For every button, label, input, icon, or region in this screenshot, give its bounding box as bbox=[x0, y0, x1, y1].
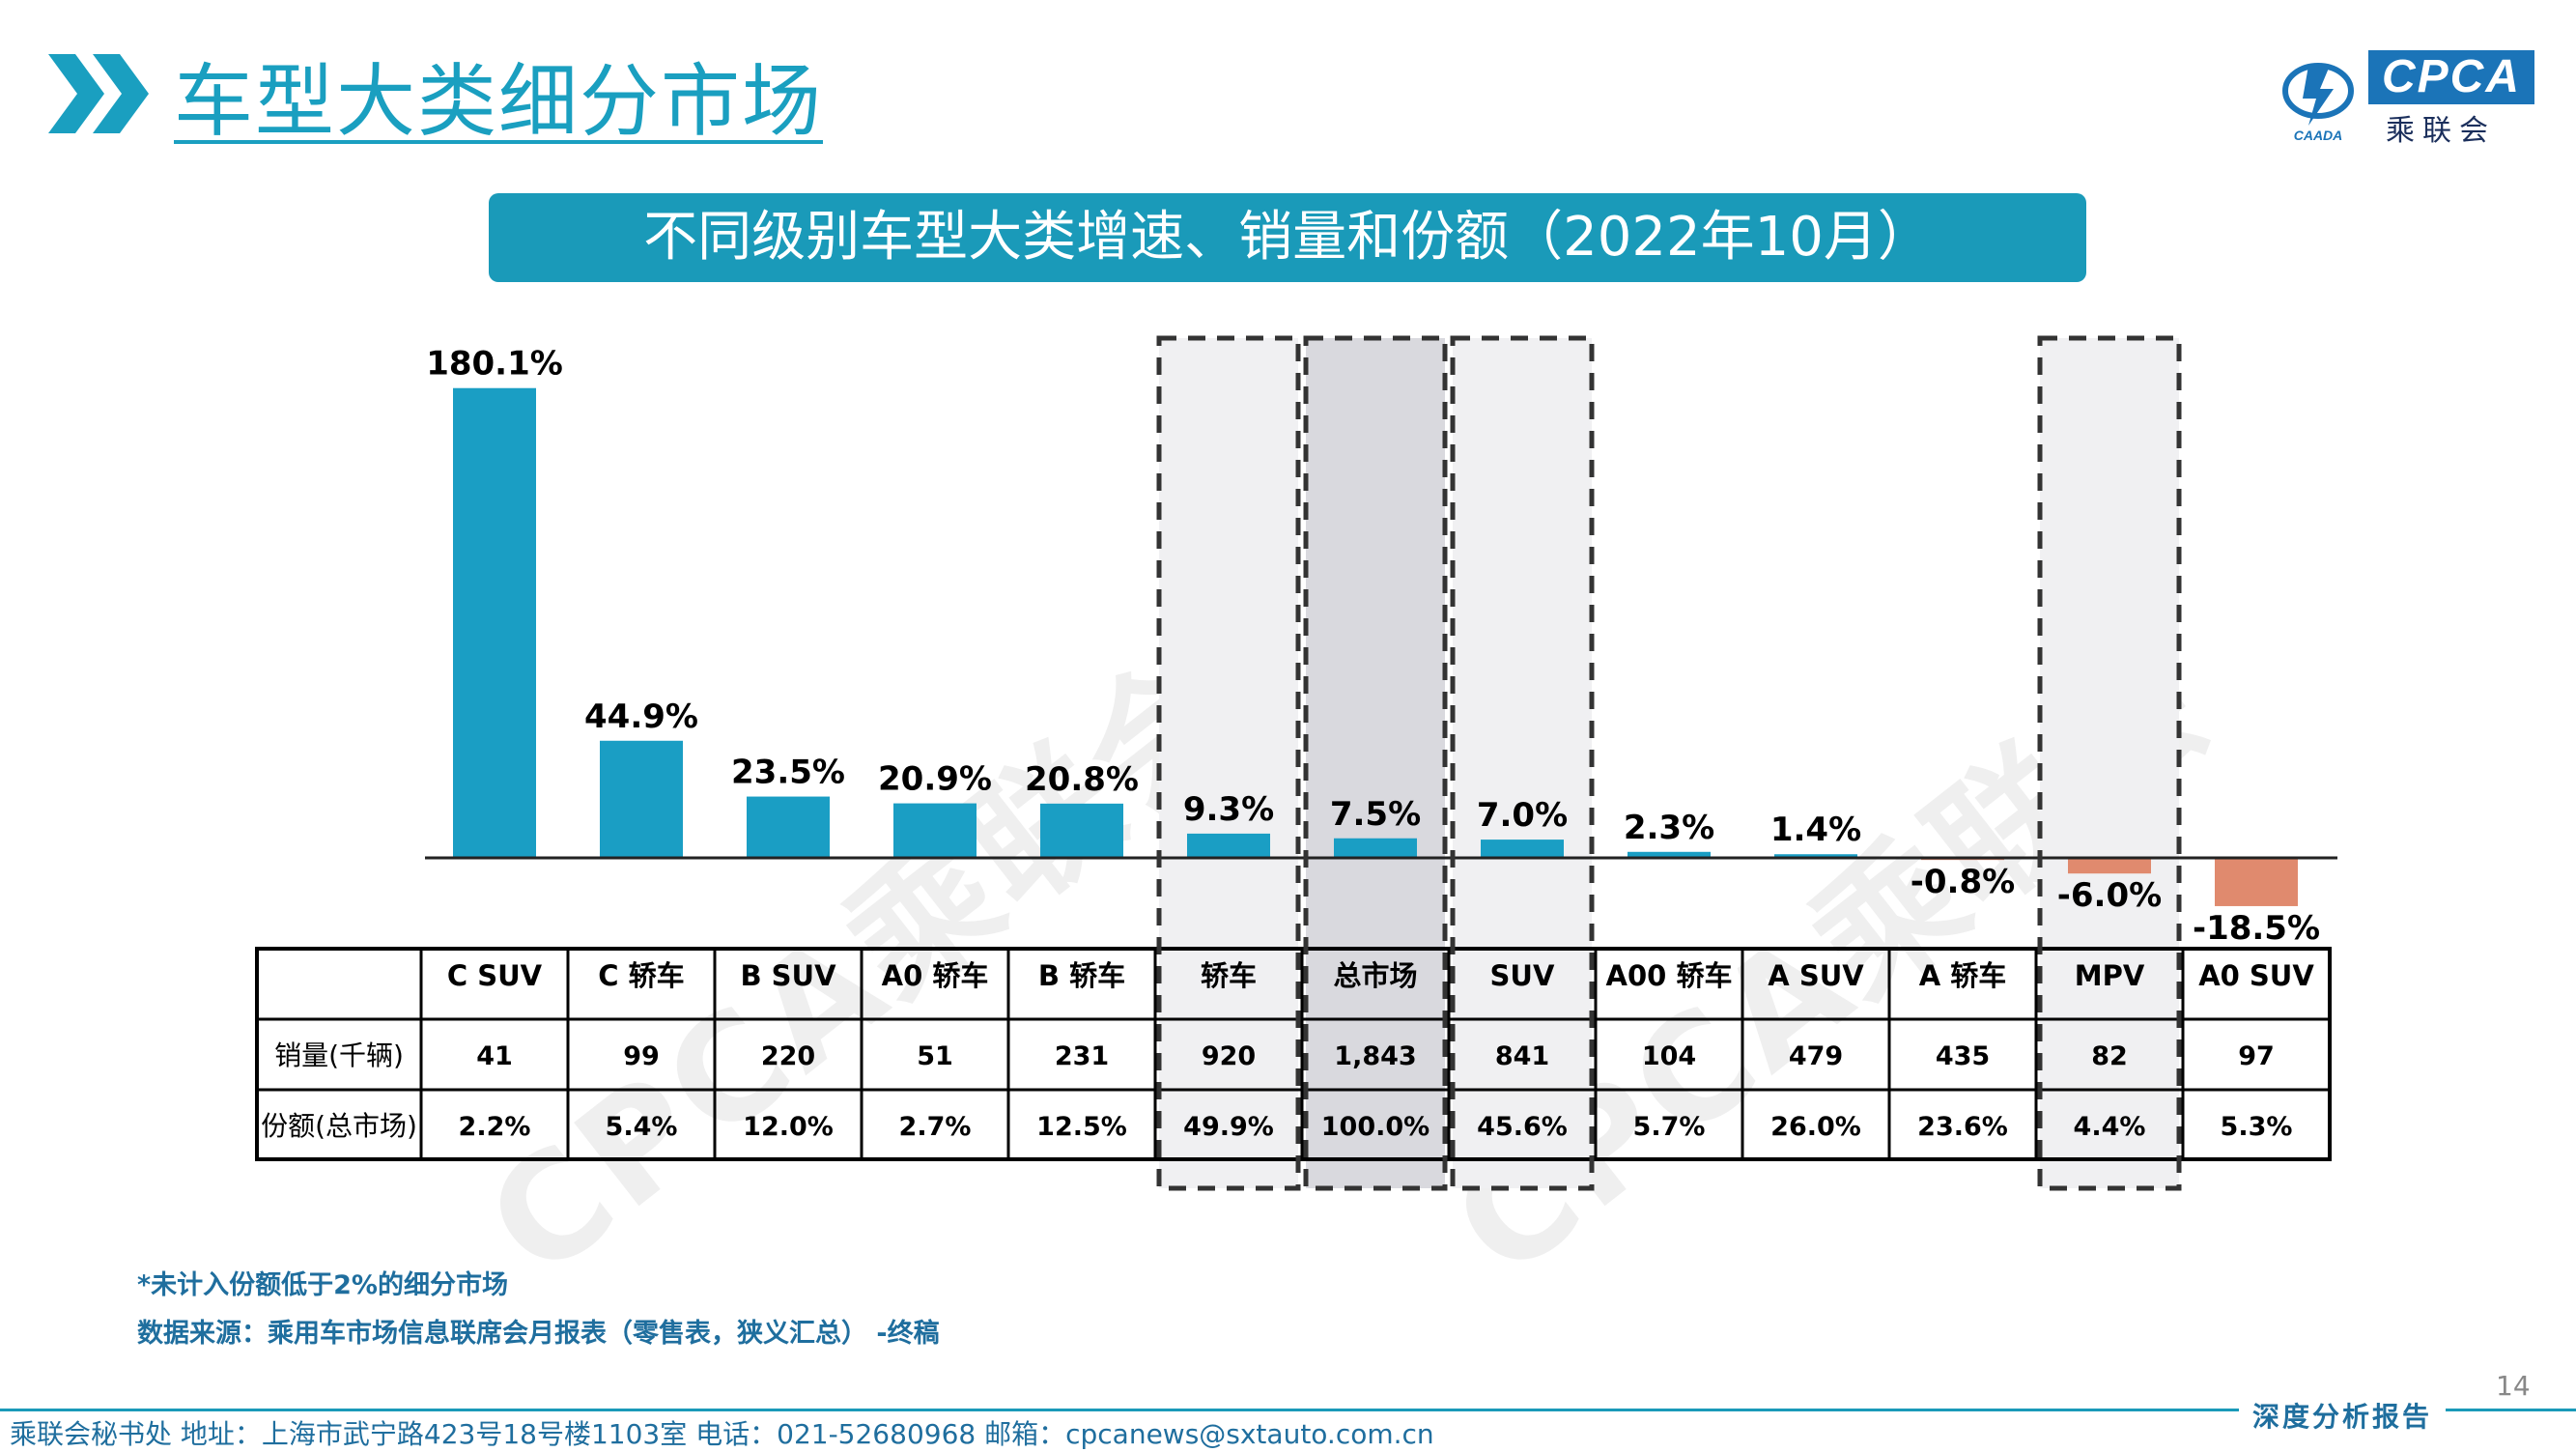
growth-bar bbox=[2215, 858, 2298, 906]
table-border bbox=[255, 947, 2332, 1161]
logo-subtitle: 乘联会 bbox=[2386, 114, 2496, 148]
share-cell: 45.6% bbox=[1477, 1112, 1568, 1142]
category-label: A0 SUV bbox=[2198, 959, 2314, 992]
data-label: -0.8% bbox=[1911, 863, 2015, 901]
footnote-data-source: 数据来源：乘用车市场信息联席会月报表（零售表，狭义汇总） -终稿 bbox=[137, 1319, 940, 1349]
growth-bar bbox=[453, 387, 536, 858]
data-label: 44.9% bbox=[584, 698, 698, 736]
share-cell: 5.3% bbox=[2221, 1112, 2293, 1142]
data-label: 1.4% bbox=[1770, 811, 1861, 849]
footnote-share-threshold: *未计入份额低于2%的细分市场 bbox=[137, 1270, 508, 1300]
growth-bar bbox=[1040, 803, 1123, 858]
growth-bar bbox=[747, 796, 830, 858]
sales-cell: 51 bbox=[917, 1041, 953, 1071]
share-cell: 5.7% bbox=[1633, 1112, 1706, 1142]
growth-bar-chart: 180.1% 44.9% 23.5% 20.9% 20.8% 9.3% 7.5% 7.0% 2.… bbox=[255, 335, 2337, 1191]
share-cell: 12.5% bbox=[1036, 1112, 1127, 1142]
chart-title-banner: 不同级别车型大类增速、销量和份额（2022年10月） bbox=[489, 193, 2086, 282]
sales-cell: 435 bbox=[1936, 1041, 1990, 1071]
share-cell: 100.0% bbox=[1321, 1112, 1430, 1142]
highlight-frame bbox=[1450, 335, 1595, 1191]
category-label: 总市场 bbox=[1333, 959, 1417, 992]
growth-bar bbox=[1334, 838, 1417, 858]
data-label: 2.3% bbox=[1624, 809, 1714, 847]
data-label: 9.3% bbox=[1183, 790, 1274, 829]
highlight-frame bbox=[1303, 335, 1448, 1191]
footer-divider bbox=[0, 1409, 2576, 1411]
data-label: 20.9% bbox=[878, 760, 992, 799]
cpca-logo: CAADA CPCA 乘联会 bbox=[2279, 46, 2540, 148]
data-label: -6.0% bbox=[2057, 876, 2162, 915]
category-label: B 轿车 bbox=[1038, 959, 1125, 992]
growth-bar bbox=[1628, 851, 1711, 858]
category-label: C 轿车 bbox=[598, 959, 684, 992]
share-cell: 4.4% bbox=[2074, 1112, 2146, 1142]
sales-cell: 41 bbox=[476, 1041, 513, 1071]
sales-cell: 104 bbox=[1642, 1041, 1696, 1071]
category-label: A 轿车 bbox=[1919, 959, 2007, 992]
data-label: 7.0% bbox=[1477, 796, 1568, 835]
sales-cell: 220 bbox=[761, 1041, 815, 1071]
data-label: 7.5% bbox=[1330, 795, 1421, 834]
growth-bar bbox=[1481, 840, 1564, 858]
growth-bar bbox=[1774, 854, 1857, 858]
sales-cell: 920 bbox=[1202, 1041, 1256, 1071]
category-label: A0 轿车 bbox=[882, 959, 989, 992]
data-label: 180.1% bbox=[426, 345, 563, 384]
highlight-column-bg bbox=[1453, 338, 1592, 1188]
data-label: -18.5% bbox=[2193, 909, 2320, 948]
sales-cell: 841 bbox=[1495, 1041, 1549, 1071]
page-number: 14 bbox=[2496, 1370, 2531, 1402]
sales-cell: 97 bbox=[2238, 1041, 2275, 1071]
chevron-icon bbox=[48, 54, 149, 133]
footer-contact: 乘联会秘书处 地址：上海市武宁路423号18号楼1103室 电话：021-526… bbox=[10, 1418, 1434, 1450]
row-header-share: 份额(总市场) bbox=[261, 1110, 417, 1142]
sales-cell: 1,843 bbox=[1334, 1041, 1416, 1071]
page-title: 车型大类细分市场 bbox=[174, 56, 824, 148]
sales-cell: 231 bbox=[1055, 1041, 1109, 1071]
share-cell: 12.0% bbox=[743, 1112, 834, 1142]
growth-bar bbox=[600, 740, 683, 858]
sales-cell: 99 bbox=[623, 1041, 660, 1071]
highlight-column-bg bbox=[1306, 338, 1445, 1188]
share-cell: 2.2% bbox=[459, 1112, 531, 1142]
row-header-sales: 销量(千辆) bbox=[274, 1039, 404, 1071]
category-label: SUV bbox=[1490, 959, 1555, 992]
footnotes: *未计入份额低于2%的细分市场 数据来源：乘用车市场信息联席会月报表（零售表，狭… bbox=[137, 1262, 940, 1358]
highlight-frame bbox=[2037, 335, 2182, 1191]
growth-bar bbox=[2068, 858, 2151, 874]
share-cell: 23.6% bbox=[1917, 1112, 2008, 1142]
highlight-frame bbox=[1156, 335, 1301, 1191]
category-label: C SUV bbox=[447, 959, 543, 992]
logo-text: CPCA bbox=[2368, 50, 2534, 104]
logo-mark-icon: CAADA bbox=[2282, 63, 2354, 143]
share-cell: 5.4% bbox=[606, 1112, 678, 1142]
data-label: 23.5% bbox=[731, 754, 845, 792]
logo-mark-text: CAADA bbox=[2294, 128, 2343, 143]
category-label: B SUV bbox=[740, 959, 836, 992]
share-cell: 26.0% bbox=[1770, 1112, 1861, 1142]
sales-cell: 479 bbox=[1789, 1041, 1843, 1071]
report-tag: 深度分析报告 bbox=[2239, 1396, 2447, 1435]
category-label: A00 轿车 bbox=[1606, 959, 1733, 992]
share-cell: 49.9% bbox=[1183, 1112, 1274, 1142]
growth-bar bbox=[893, 803, 977, 858]
category-label: 轿车 bbox=[1201, 959, 1257, 992]
growth-bar bbox=[1187, 833, 1270, 858]
data-label: 20.8% bbox=[1025, 760, 1139, 799]
category-label: MPV bbox=[2075, 959, 2145, 992]
sales-cell: 82 bbox=[2091, 1041, 2128, 1071]
category-label: A SUV bbox=[1768, 959, 1864, 992]
header: 车型大类细分市场 CAADA CPCA 乘联会 bbox=[0, 0, 2576, 155]
highlight-column-bg bbox=[2040, 338, 2179, 1188]
share-cell: 2.7% bbox=[899, 1112, 972, 1142]
highlight-column-bg bbox=[1159, 338, 1298, 1188]
